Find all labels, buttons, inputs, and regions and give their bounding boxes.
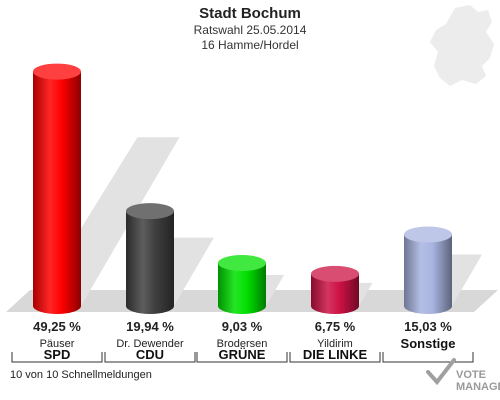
candidate-label: Dr. Dewender [116,338,184,350]
party-label: DIE LINKE [303,347,368,362]
candidate-label: Päuser [40,338,75,350]
category-bracket [11,352,103,363]
logo-text-manager: MANAGER [456,381,500,393]
category-bracket [289,352,381,363]
candidate-label: Yildirim [317,338,353,350]
category-bracket [104,352,196,363]
value-label: 6,75 % [315,319,356,334]
candidate-label: Brodersen [217,338,268,350]
bar-sonstige [404,234,452,314]
bar-spd [33,71,81,314]
chart-subtitle-district: 16 Hamme/Hordel [201,38,298,52]
check-icon [426,358,456,386]
party-label: CDU [136,347,164,362]
bar-top-spd [33,63,81,80]
value-label: 15,03 % [404,319,452,334]
bar-top-gr-ne [218,255,266,272]
chart-title: Stadt Bochum [199,5,301,22]
bar-top-sonstige [404,226,452,243]
bar-gr-ne [218,263,266,314]
chart-subtitle-date: Ratswahl 25.05.2014 [194,23,307,37]
value-label: 49,25 % [33,319,81,334]
party-label: SPD [44,347,71,362]
category-bracket [196,352,288,363]
bar-cdu [126,211,174,314]
germany-map-icon [430,5,494,86]
bar-top-cdu [126,203,174,220]
party-label: GRÜNE [219,347,266,362]
votemanager-logo: VOTE MANAGER [426,358,500,393]
logo-text-vote: VOTE [456,369,486,381]
bar-die-linke [311,273,359,314]
party-label: Sonstige [401,336,456,351]
category-bracket [382,352,474,363]
value-label: 9,03 % [222,319,263,334]
value-label: 19,94 % [126,319,174,334]
footer-status: 10 von 10 Schnellmeldungen [10,369,152,381]
bar-top-die-linke [311,265,359,282]
